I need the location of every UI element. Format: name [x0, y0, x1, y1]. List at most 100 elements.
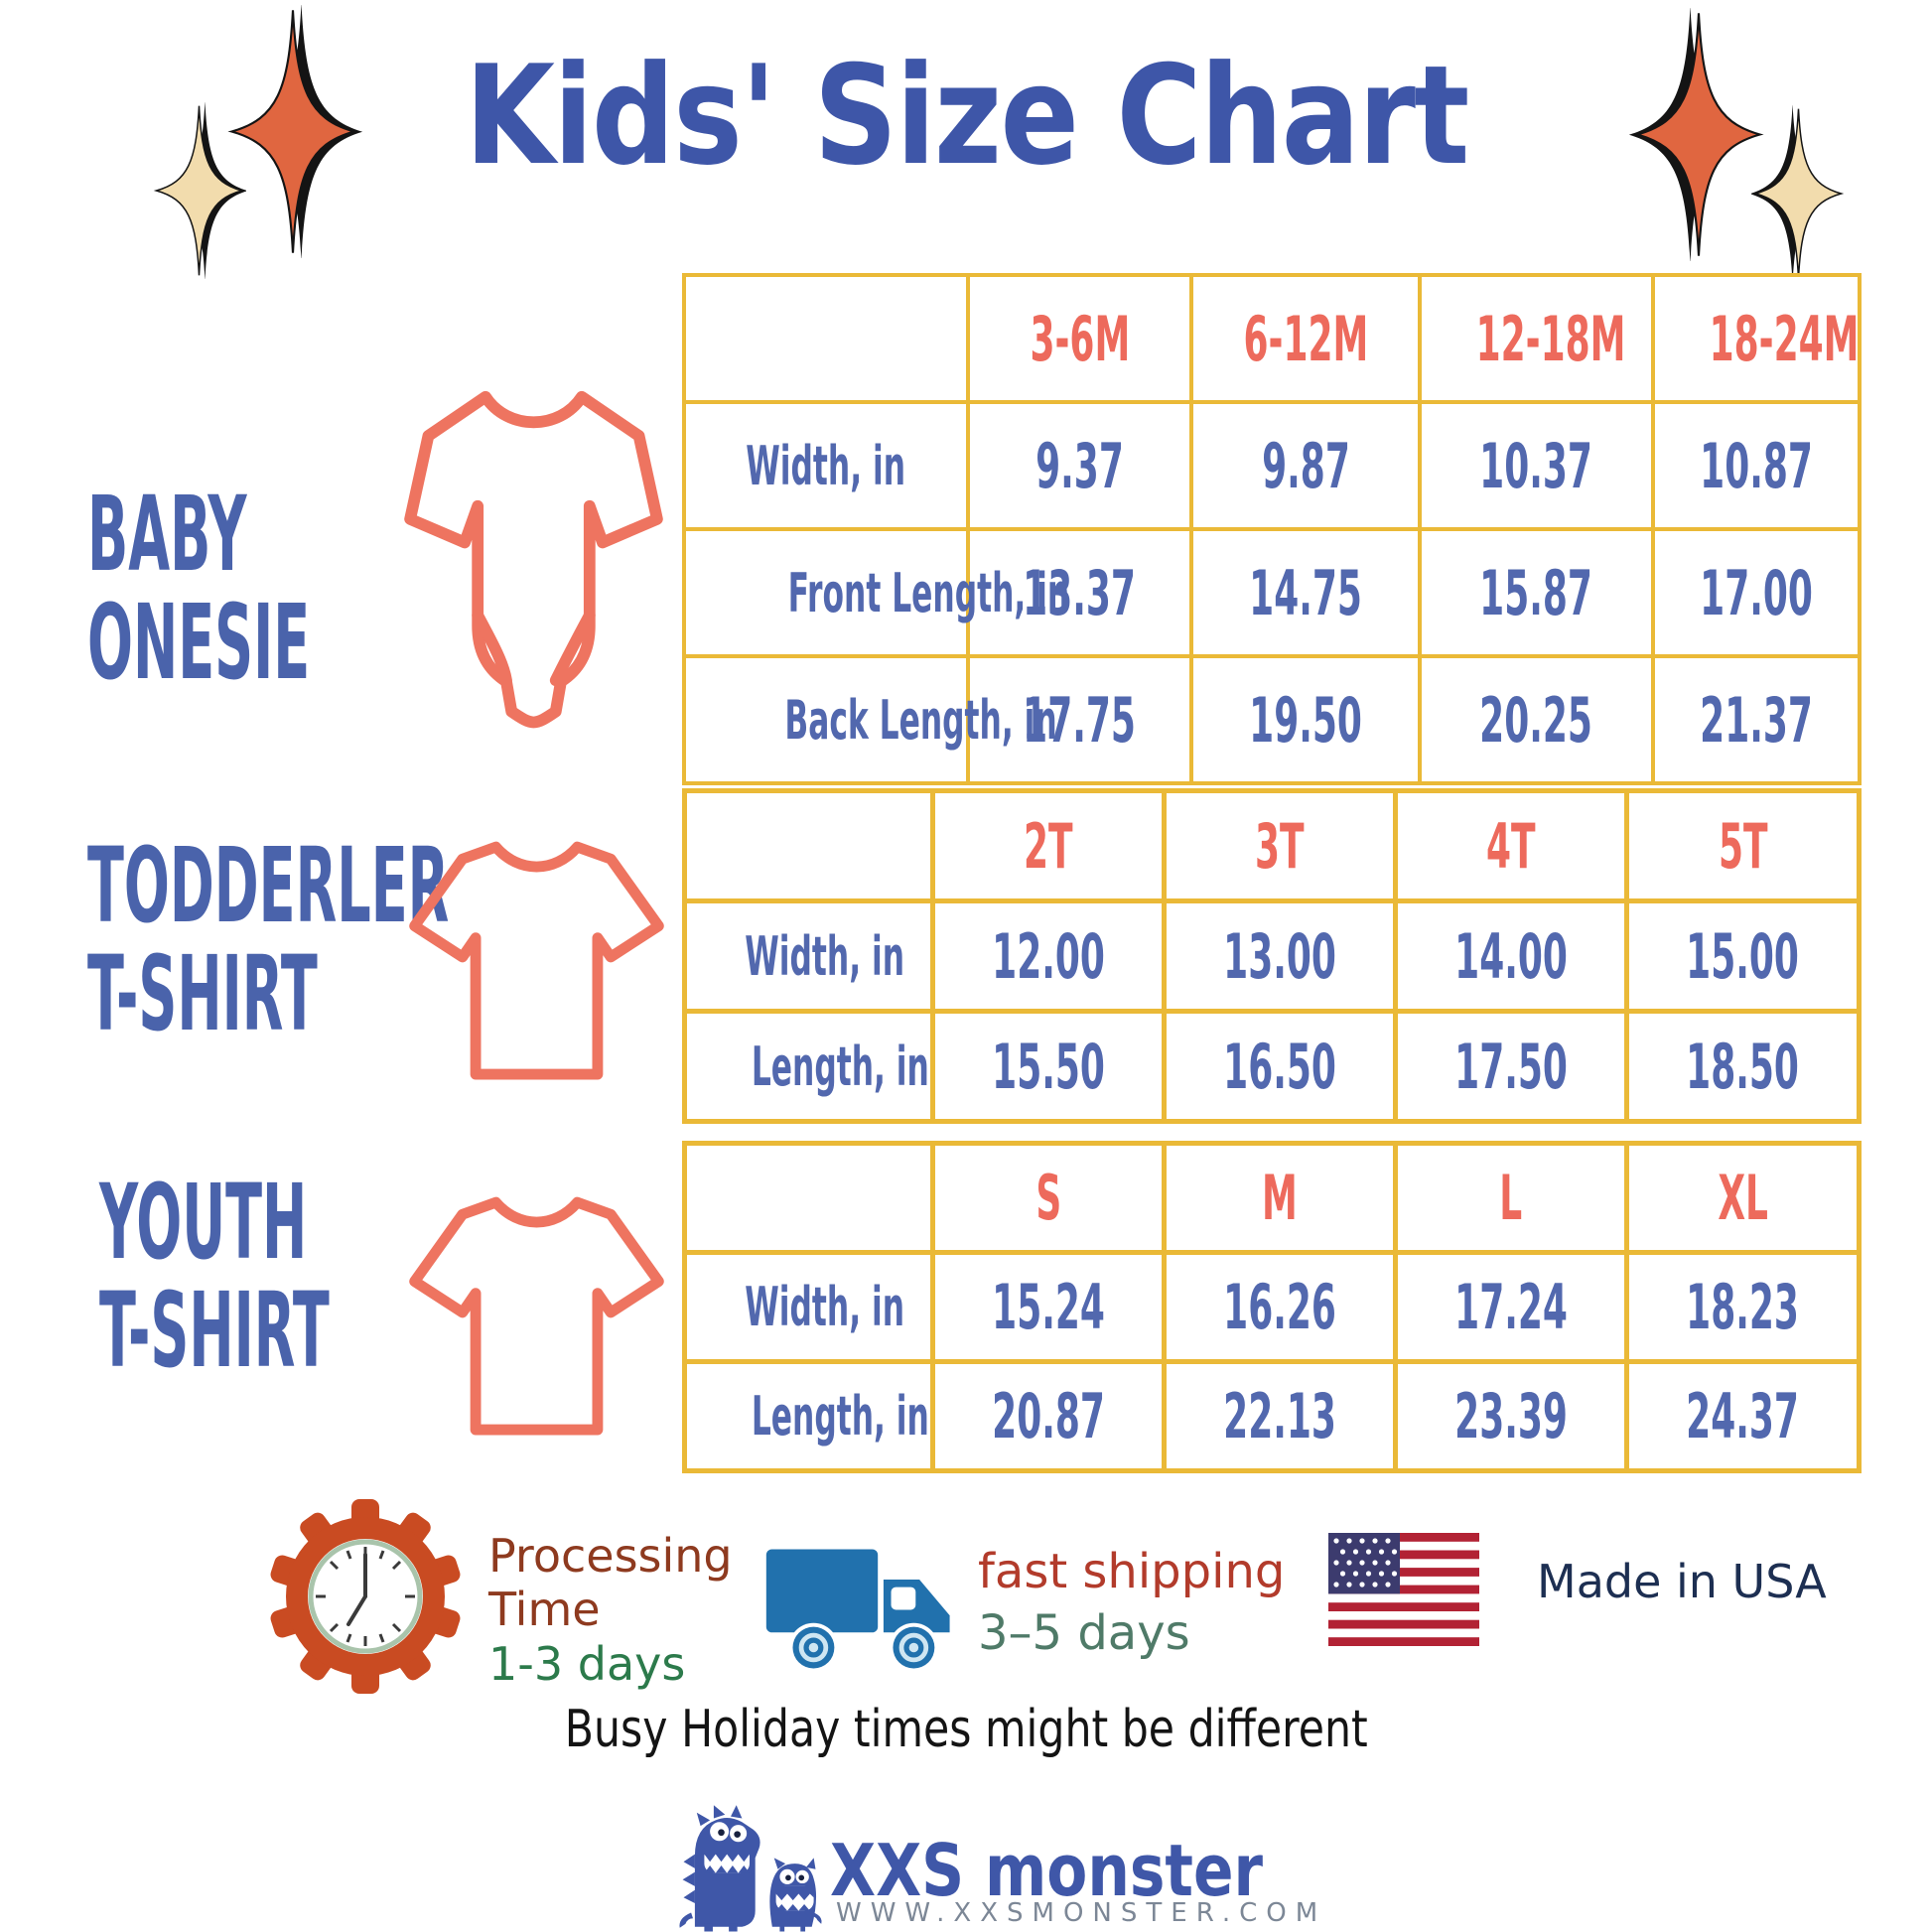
table-cell: 22.13: [1162, 1359, 1398, 1473]
size-value: 24.37: [1686, 1380, 1800, 1452]
row-label: Width, in: [746, 434, 906, 497]
processing-line3: 1-3 days: [488, 1636, 686, 1691]
size-value: 17.24: [1454, 1271, 1568, 1343]
table-cell: 21.37: [1651, 654, 1862, 785]
page-title-text: Kids' Size Chart: [464, 36, 1469, 196]
size-value: 18.23: [1686, 1271, 1800, 1343]
table-cell: 15.87: [1418, 527, 1655, 658]
section-label-line: T-SHIRT: [99, 1270, 330, 1392]
table-cell: 13.00: [1162, 898, 1398, 1014]
table-cell: 24.37: [1624, 1359, 1862, 1473]
table-cell: 10.37: [1418, 400, 1655, 531]
size-value: 23.39: [1454, 1380, 1568, 1452]
table-cell: 13.37: [966, 527, 1193, 658]
section-label-line: YOUTH: [99, 1162, 308, 1283]
table-cell: 5T: [1624, 788, 1862, 903]
table-cell: 15.24: [930, 1250, 1167, 1364]
table-row: Width, in 15.24 16.26 17.24 18.23: [682, 1250, 1862, 1364]
baby-onesie-icon: [404, 390, 663, 729]
size-value: 22.13: [1223, 1380, 1336, 1452]
size-value: 15.87: [1479, 556, 1593, 629]
table-cell: 18.50: [1624, 1009, 1862, 1124]
monster-logo-icon: [679, 1805, 822, 1932]
section-label-line: TODDERLER: [87, 825, 450, 946]
table-cell: 14.00: [1393, 898, 1629, 1014]
made-in-usa-label: Made in USA: [1537, 1555, 1827, 1608]
table-cell: 14.75: [1189, 527, 1422, 658]
section-label-toddler-tshirt: TODDERLER T-SHIRT: [87, 825, 783, 1048]
size-header: S: [1035, 1162, 1061, 1234]
table-cell: 3T: [1162, 788, 1398, 903]
size-value: 15.50: [992, 1030, 1105, 1103]
row-label: Width, in: [745, 1276, 905, 1338]
size-header: 5T: [1718, 809, 1768, 883]
row-label: Back Length, in: [784, 688, 1057, 752]
table-cell: Front Length, in: [682, 527, 1069, 658]
size-value: 17.75: [1023, 683, 1137, 757]
table-cell: Width, in: [682, 898, 935, 1014]
table-cell: 17.50: [1393, 1009, 1629, 1124]
table-cell: XL: [1624, 1141, 1862, 1255]
table-cell: 17.75: [966, 654, 1193, 785]
table-header-row: 3-6M 6-12M 12-18M 18-24M: [682, 273, 1862, 404]
table-cell: 15.00: [1624, 898, 1862, 1014]
tshirt-icon: [409, 841, 664, 1080]
usa-flag-icon: [1328, 1533, 1479, 1646]
size-header: 2T: [1024, 809, 1073, 883]
truck-icon: [765, 1549, 950, 1673]
size-header: M: [1262, 1162, 1298, 1234]
table-cell: Width, in: [682, 400, 970, 531]
brand-name: XXS monster: [830, 1829, 1351, 1912]
processing-line1: Processing: [488, 1529, 733, 1583]
table-cell: 16.50: [1162, 1009, 1398, 1124]
fast-shipping-badge: fast shipping 3–5 days: [978, 1541, 1285, 1665]
section-label-baby-onesie: BABY ONESIE: [87, 474, 515, 697]
size-value: 19.50: [1249, 683, 1362, 757]
table-cell: Length, in: [682, 1009, 935, 1124]
processing-line2: Time: [488, 1583, 601, 1637]
row-label: Length, in: [751, 1385, 929, 1448]
table-header-row: 2T 3T 4T 5T: [682, 788, 1862, 903]
gear-clock-icon: [270, 1499, 461, 1694]
size-header: 3-6M: [1030, 302, 1130, 375]
sparkle-icon: [227, 5, 363, 258]
table-cell: 4T: [1393, 788, 1629, 903]
size-header: 12-18M: [1475, 302, 1626, 375]
brand-name-text: XXS monster: [830, 1829, 1264, 1912]
sparkle-icon: [1628, 8, 1764, 261]
row-label: Length, in: [751, 1035, 929, 1098]
table-row: Length, in 15.50 16.50 17.50 18.50: [682, 1009, 1862, 1124]
size-value: 13.37: [1023, 556, 1137, 629]
section-label-youth-tshirt: YOUTH T-SHIRT: [99, 1162, 542, 1392]
table-cell: 17.24: [1393, 1250, 1629, 1364]
shipping-line1: fast shipping: [978, 1544, 1286, 1599]
holiday-note: Busy Holiday times might be different: [0, 1700, 1932, 1759]
table-cell: 17.00: [1651, 527, 1862, 658]
website-url: WWW.XXSMONSTER.COM: [836, 1898, 1327, 1928]
size-value: 12.00: [992, 919, 1105, 993]
table-row: Width, in 12.00 13.00 14.00 15.00: [682, 898, 1862, 1014]
table-row: Width, in 9.37 9.87 10.37 10.87: [682, 400, 1862, 531]
table-cell: 18-24M: [1651, 273, 1862, 404]
table-cell: 19.50: [1189, 654, 1422, 785]
table-cell: 6-12M: [1189, 273, 1422, 404]
row-label: Front Length, in: [787, 561, 1070, 624]
table-cell: 12.00: [930, 898, 1167, 1014]
table-cell: 20.25: [1418, 654, 1655, 785]
table-cell: S: [930, 1141, 1167, 1255]
table-cell: 3-6M: [966, 273, 1193, 404]
size-header: XL: [1718, 1162, 1768, 1234]
size-value: 20.87: [992, 1380, 1105, 1452]
holiday-note-text: Busy Holiday times might be different: [564, 1700, 1368, 1759]
table-row: Front Length, in 13.37 14.75 15.87 17.00: [682, 527, 1862, 658]
table-cell: 9.87: [1189, 400, 1422, 531]
shipping-line2: 3–5 days: [978, 1605, 1190, 1662]
section-label-line: BABY: [87, 474, 247, 595]
toddler-tshirt-size-table: 2T 3T 4T 5T Width, in 12.00 13.00 14.00 …: [682, 788, 1862, 1124]
table-cell: 2T: [930, 788, 1167, 903]
size-value: 20.25: [1479, 683, 1593, 757]
youth-tshirt-size-table: S M L XL Width, in 15.24 16.26 17.24 18.…: [682, 1141, 1862, 1473]
size-value: 21.37: [1700, 683, 1813, 757]
size-value: 13.00: [1223, 919, 1336, 993]
